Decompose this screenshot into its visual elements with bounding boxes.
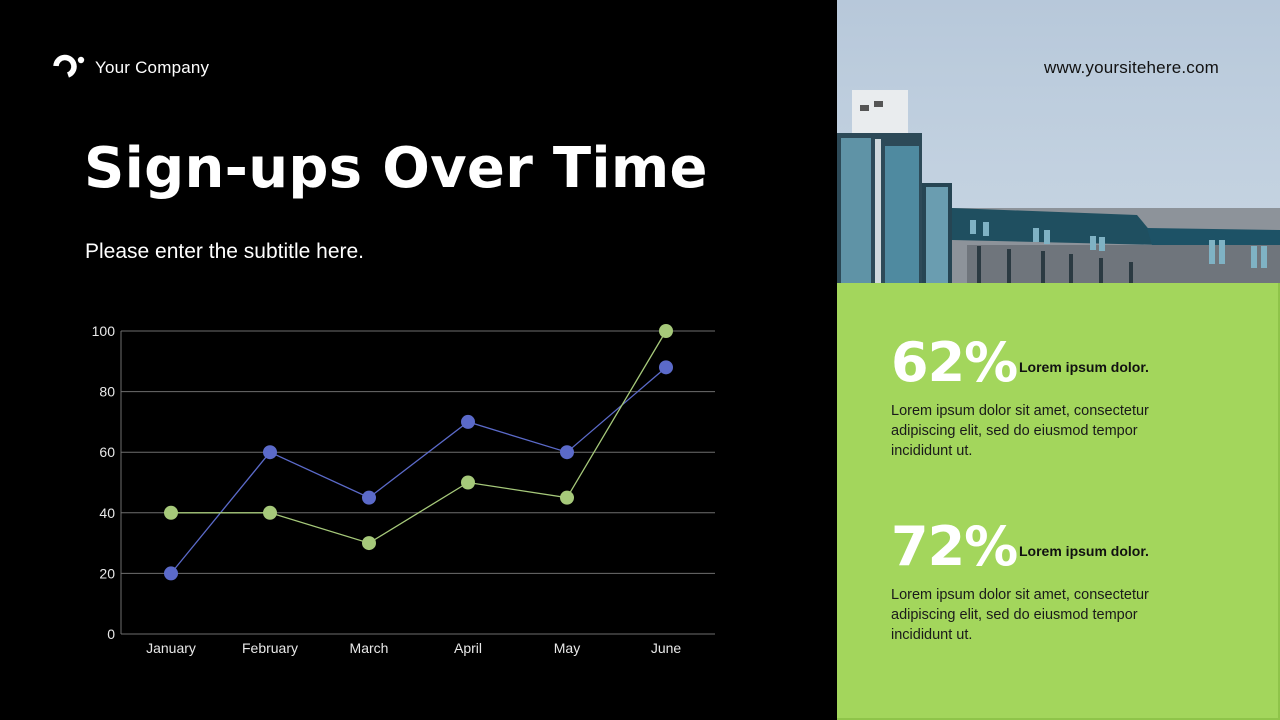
building-image: [837, 90, 1280, 283]
x-tick-label: May: [554, 640, 580, 656]
y-tick-label: 0: [107, 626, 115, 642]
data-point[interactable]: [362, 536, 376, 551]
line-chart: 0 20 40 60 80 100 January February March April Ma…: [92, 323, 715, 656]
left-panel: Your Company Sign-ups Over Time Please e…: [53, 54, 715, 656]
data-point[interactable]: [560, 490, 574, 505]
stat-percent: 72%: [891, 515, 1018, 578]
data-point[interactable]: [362, 490, 376, 505]
x-tick-label: January: [146, 640, 196, 656]
x-tick-label: April: [454, 640, 482, 656]
data-point[interactable]: [263, 445, 277, 460]
website-url: www.yoursitehere.com: [1043, 58, 1219, 77]
chart-series: [164, 324, 673, 581]
x-tick-label: February: [242, 640, 298, 656]
page-title: Sign-ups Over Time: [84, 136, 708, 201]
building-photo: www.yoursitehere.com: [837, 0, 1280, 283]
stat-percent: 62%: [891, 331, 1018, 394]
data-point[interactable]: [659, 360, 673, 375]
stat-description: Lorem ipsum dolor sit amet, consectetur …: [891, 403, 1149, 459]
data-point[interactable]: [659, 324, 673, 338]
data-point[interactable]: [461, 475, 475, 490]
y-tick-label: 80: [99, 384, 115, 400]
page-subtitle: Please enter the subtitle here.: [85, 240, 365, 263]
arc-dot-logo-icon: [53, 54, 85, 78]
stat-label: Lorem ipsum dolor.: [1019, 359, 1149, 375]
stats-panel: 62% Lorem ipsum dolor. Lorem ipsum dolor…: [837, 283, 1280, 720]
data-point[interactable]: [164, 566, 178, 581]
data-point[interactable]: [164, 505, 178, 520]
data-point[interactable]: [263, 505, 277, 520]
stat-description: Lorem ipsum dolor sit amet, consectetur …: [891, 587, 1149, 643]
y-tick-label: 40: [99, 505, 115, 521]
y-tick-label: 100: [92, 323, 116, 339]
right-panel: www.yoursitehere.com 62% Lorem ipsum dol…: [837, 0, 1280, 720]
data-point[interactable]: [461, 414, 475, 429]
chart-grid: [120, 330, 715, 635]
x-axis-labels: January February March April May June: [146, 640, 681, 656]
series-line: [171, 330, 667, 544]
data-point[interactable]: [560, 445, 574, 460]
company-name: Your Company: [95, 58, 210, 77]
stat-label: Lorem ipsum dolor.: [1019, 543, 1149, 559]
x-tick-label: June: [651, 640, 682, 656]
y-tick-label: 60: [99, 444, 115, 460]
series-line: [170, 366, 667, 574]
y-tick-label: 20: [99, 565, 115, 581]
y-axis-labels: 0 20 40 60 80 100: [92, 323, 116, 642]
x-tick-label: March: [350, 640, 389, 656]
